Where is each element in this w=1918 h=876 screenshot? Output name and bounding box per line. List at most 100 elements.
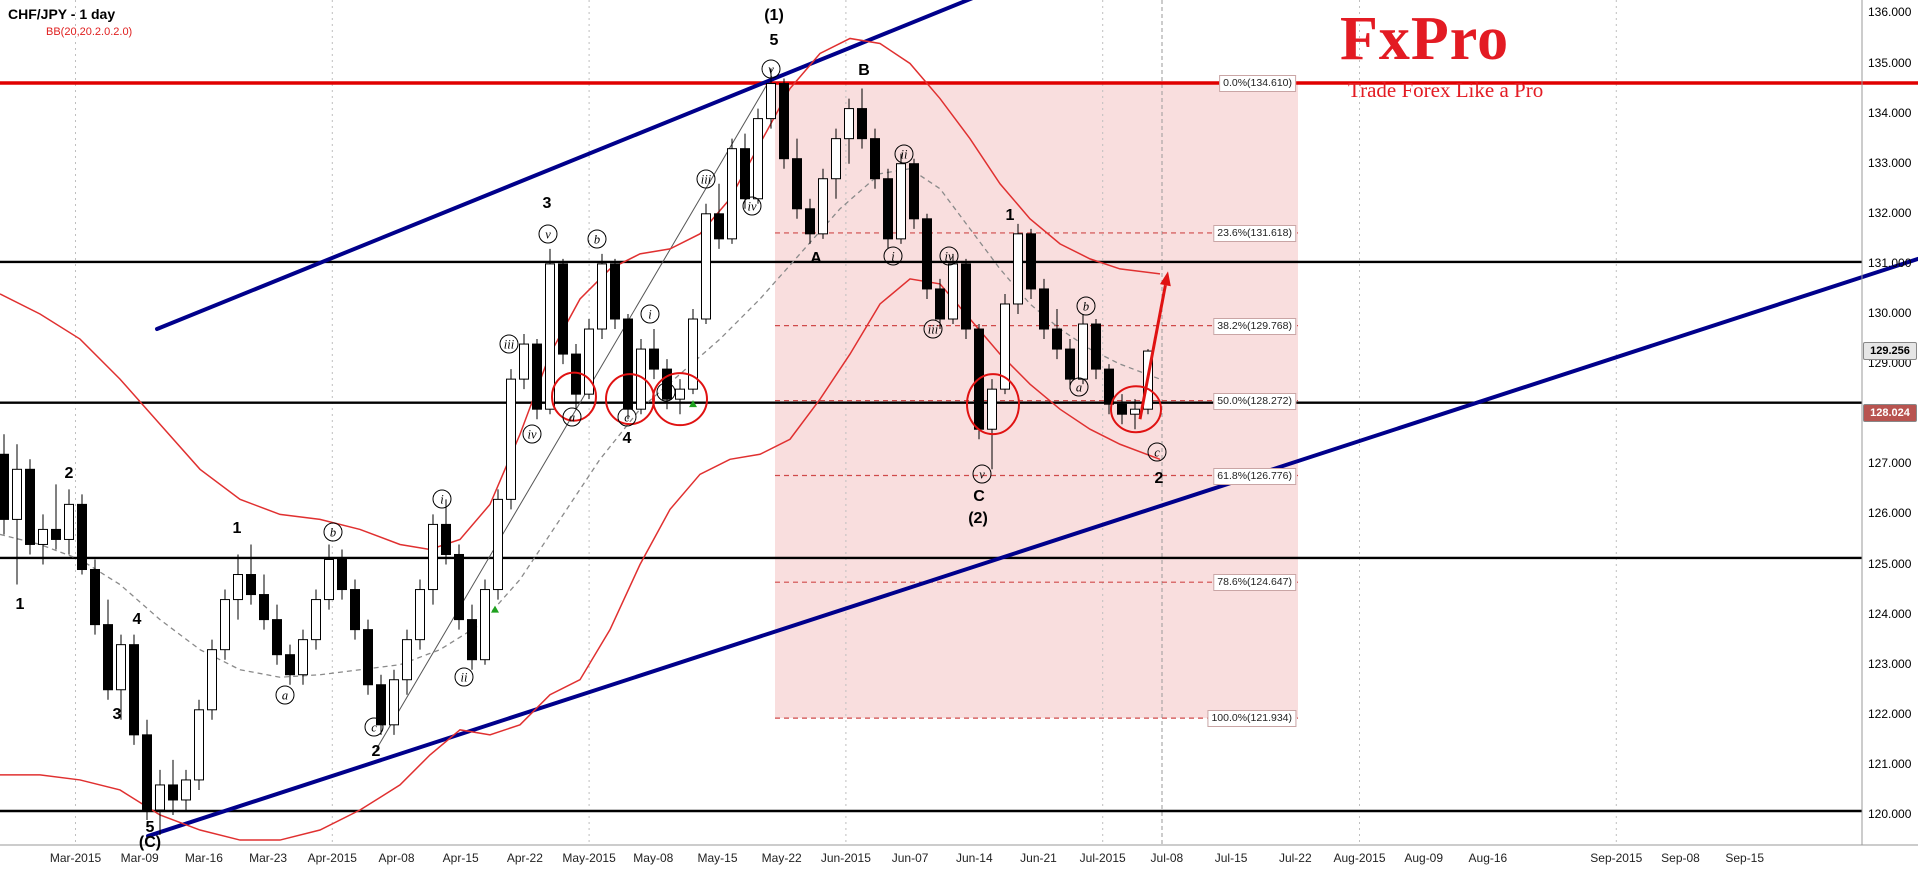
candle-down: [0, 453, 9, 520]
wave-label: 2: [64, 465, 74, 483]
brand-tagline: Trade Forex Like a Pro: [1348, 78, 1544, 102]
candle-up: [220, 599, 230, 651]
candle-down: [246, 574, 256, 596]
wave-label-circled: b: [587, 229, 607, 249]
candle-up: [688, 318, 698, 390]
green-tick-marker: [491, 605, 499, 613]
candle-down: [129, 644, 139, 736]
candle-down: [168, 784, 178, 801]
wave-label: 1: [1005, 207, 1015, 225]
price-axis-label: 135.000: [1868, 55, 1912, 70]
candle-down: [558, 263, 568, 355]
projection-arrow-line[interactable]: [1138, 284, 1167, 420]
price-axis-label: 121.000: [1868, 756, 1912, 771]
wave-label-circled: i: [432, 489, 452, 509]
time-axis-label: Aug-16: [1468, 851, 1508, 865]
time-axis-label: Jun-2015: [820, 851, 871, 865]
bollinger-lower-line: [0, 278, 1161, 841]
candle-down: [1039, 288, 1049, 330]
wave-label: 3: [542, 194, 552, 212]
fib-level-label: 38.2%(129.768): [1213, 317, 1296, 335]
wave-label: 2: [371, 743, 381, 761]
highlight-ellipse[interactable]: [1110, 385, 1162, 434]
highlight-ellipse[interactable]: [966, 373, 1020, 436]
candle-up: [389, 679, 399, 726]
time-axis-label: Sep-15: [1725, 851, 1765, 865]
price-axis[interactable]: [1862, 0, 1918, 845]
fib-level-label: 23.6%(131.618): [1213, 224, 1296, 242]
fxpro-logo: FxPro: [1340, 5, 1510, 73]
candle-down: [337, 558, 347, 591]
candle-down: [805, 208, 815, 235]
candle-down: [350, 589, 360, 631]
candle-up: [64, 503, 74, 540]
candle-up: [766, 83, 776, 120]
wave-label-circled: iv: [742, 196, 762, 216]
candle-up: [727, 148, 737, 240]
time-axis-label: May-15: [697, 851, 738, 865]
wave-label: (2): [968, 510, 988, 528]
wave-label: 1: [232, 520, 242, 538]
price-badge: 129.256: [1863, 342, 1917, 361]
bollinger-mid-line: [0, 168, 1161, 678]
wave-label-circled: ii: [894, 144, 914, 164]
highlight-ellipse[interactable]: [652, 372, 708, 427]
wave-label-circled: iii: [696, 169, 716, 189]
time-axis-label: Jul-22: [1278, 851, 1312, 865]
candle-up: [12, 468, 22, 520]
wave-label: 1: [15, 595, 25, 613]
wave-label: 5: [769, 31, 779, 49]
bollinger-upper-line: [0, 37, 1161, 551]
wave-label: 2: [1154, 470, 1164, 488]
wave-label-circled: ii: [656, 382, 676, 402]
candle-up: [298, 639, 308, 676]
channel-line-lower[interactable]: [146, 256, 1918, 839]
time-axis-label: Apr-2015: [307, 851, 357, 865]
projection-arrow-head[interactable]: [1159, 271, 1171, 287]
candle-down: [1052, 328, 1062, 350]
candle-down: [792, 158, 802, 210]
time-axis-label: Jun-14: [955, 851, 993, 865]
time-axis-label: Jun-07: [891, 851, 929, 865]
wave-label-circled: a: [1069, 377, 1089, 397]
price-axis-label: 136.000: [1868, 5, 1912, 20]
candle-down: [610, 263, 620, 320]
candle-up: [675, 388, 685, 400]
brand-block: FxPro Trade Forex Like a Pro: [1340, 6, 1543, 103]
price-axis-label: 134.000: [1868, 105, 1912, 120]
candle-down: [363, 629, 373, 686]
time-axis-label: Jul-08: [1150, 851, 1184, 865]
time-axis-label: Mar-09: [120, 851, 159, 865]
wave-label-circled: iii: [499, 334, 519, 354]
time-axis[interactable]: [0, 845, 1918, 876]
wave-label: 4: [132, 610, 142, 628]
wave-label-circled: v: [761, 59, 781, 78]
green-tick-marker: [689, 400, 697, 408]
time-axis-label: Sep-08: [1661, 851, 1700, 865]
time-axis-label: May-2015: [562, 851, 616, 865]
wave-label-circled: c: [364, 717, 384, 737]
time-axis-label: Jun-21: [1020, 851, 1057, 865]
wave-label-circled: a: [275, 685, 295, 705]
price-axis-label: 120.000: [1868, 807, 1912, 821]
price-axis-label: 132.000: [1868, 205, 1912, 220]
wave-label: (1): [764, 6, 784, 24]
candle-down: [441, 523, 451, 555]
candle-down: [454, 553, 464, 621]
candle-down: [909, 163, 919, 220]
candle-down: [25, 468, 35, 545]
price-axis-label: 127.000: [1868, 456, 1912, 471]
price-axis-label: 124.000: [1868, 606, 1912, 621]
symbol-title: CHF/JPY - 1 day: [8, 6, 116, 22]
candle-up: [753, 118, 763, 200]
wave-label-circled: c: [1147, 442, 1167, 462]
candle-down: [623, 318, 633, 410]
candle-down: [467, 619, 477, 661]
candle-down: [857, 108, 867, 140]
candle-down: [1091, 323, 1101, 370]
fib-level-label: 50.0%(128.272): [1213, 392, 1296, 410]
candle-up: [1013, 233, 1023, 305]
channel-line-upper[interactable]: [155, 0, 978, 332]
